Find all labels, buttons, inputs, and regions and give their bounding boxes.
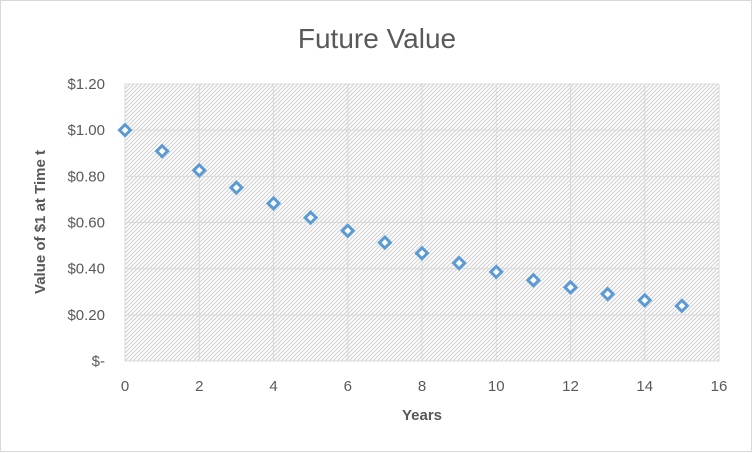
data-point [488,264,504,280]
data-point [154,143,170,159]
y-tick-label: $- [92,353,105,370]
data-series [117,122,690,314]
data-point [191,162,207,178]
x-tick-label: 2 [195,378,203,395]
y-tick-label: $0.60 [67,215,105,232]
data-point [600,286,616,302]
y-tick-label: $1.20 [67,76,105,93]
data-point [265,195,282,211]
y-axis-label: Value of $1 at Time t [32,150,49,294]
y-tick-label: $0.80 [67,168,105,185]
data-point [451,255,467,271]
data-point [377,234,393,251]
data-point [674,298,690,314]
x-tick-label: 0 [121,378,129,395]
x-axis-ticks: 0 2 4 6 8 10 12 14 16 [121,378,728,395]
data-point [340,223,356,239]
y-tick-label: $0.40 [67,261,105,278]
data-point [228,180,244,196]
data-point [525,272,541,288]
data-point [303,210,319,226]
x-tick-label: 12 [562,378,579,395]
x-tick-label: 6 [344,378,352,395]
x-tick-label: 14 [636,378,653,395]
x-axis-label: Years [402,407,442,424]
data-point [117,122,133,138]
x-tick-label: 8 [418,378,426,395]
chart-title: Future Value [298,23,456,54]
x-tick-label: 4 [269,378,277,395]
data-point [414,245,430,261]
x-tick-label: 16 [711,378,728,395]
data-point [562,279,579,295]
x-tick-label: 10 [488,378,505,395]
y-axis-ticks: $- $0.20 $0.40 $0.60 $0.80 $1.00 $1.20 [67,76,105,370]
data-point [637,292,653,308]
y-tick-label: $1.00 [67,122,105,139]
y-tick-label: $0.20 [67,307,105,324]
